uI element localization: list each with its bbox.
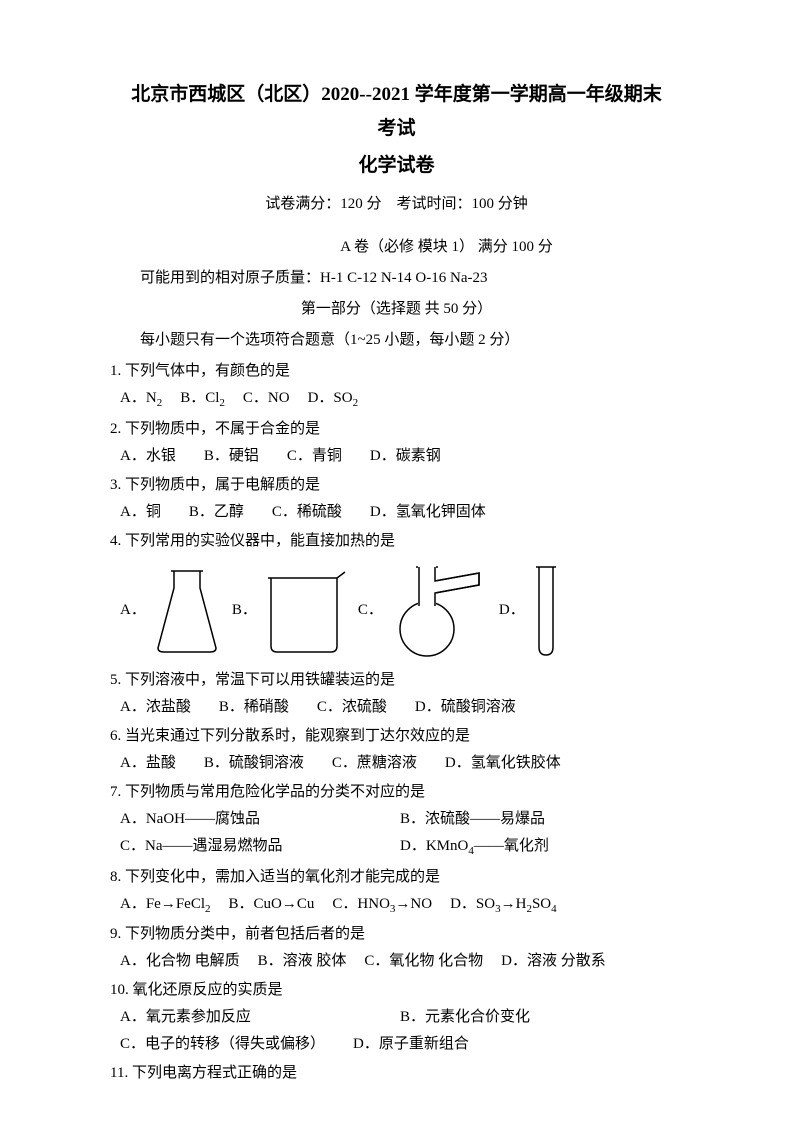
q8-options: A．Fe→FeCl2 B．CuO→Cu C．HNO3→NO D．SO3→H2SO…: [110, 891, 683, 920]
q8-opt-a: A．Fe→FeCl2: [120, 891, 211, 920]
page-title-line1: 北京市西城区（北区）2020--2021 学年度第一学期高一年级期末: [110, 80, 683, 110]
q6-stem: 6. 当光束通过下列分散系时，能观察到丁达尔效应的是: [110, 723, 683, 750]
page-title-line2: 考试: [110, 114, 683, 144]
exam-info: 试卷满分：120 分 考试时间：100 分钟: [110, 191, 683, 218]
q1-opt-a: A．N2: [120, 385, 162, 414]
q10-opt-b: B．元素化合价变化: [400, 1004, 530, 1031]
q8-stem: 8. 下列变化中，需加入适当的氧化剂才能完成的是: [110, 864, 683, 891]
q2-options: A．水银 B．硬铝 C．青铜 D．碳素钢: [110, 443, 683, 470]
q9-opt-c: C．氧化物 化合物: [364, 948, 483, 975]
q1-opt-c: C．NO: [243, 385, 290, 414]
q3-opt-d: D．氢氧化钾固体: [370, 499, 486, 526]
q7-opt-d: D．KMnO4——氧化剂: [400, 833, 549, 862]
atomic-mass: 可能用到的相对原子质量：H-1 C-12 N-14 O-16 Na-23: [110, 265, 683, 292]
q5-opt-c: C．浓硫酸: [317, 694, 387, 721]
q9-opt-b: B．溶液 胶体: [258, 948, 347, 975]
erlenmeyer-flask-icon: [152, 566, 222, 656]
q1-opt-b: B．Cl2: [180, 385, 225, 414]
q1-stem: 1. 下列气体中，有颜色的是: [110, 358, 683, 385]
q10-options: A．氧元素参加反应 B．元素化合价变化 C．电子的转移（得失或偏移） D．原子重…: [110, 1004, 683, 1058]
q3-options: A．铜 B．乙醇 C．稀硫酸 D．氢氧化钾固体: [110, 499, 683, 526]
q2-opt-b: B．硬铝: [204, 443, 259, 470]
q6-opt-b: B．硫酸铜溶液: [204, 750, 304, 777]
q5-stem: 5. 下列溶液中，常温下可以用铁罐装运的是: [110, 667, 683, 694]
section-a-label: A 卷（必修 模块 1） 满分 100 分: [110, 234, 683, 261]
q9-opt-d: D．溶液 分散系: [501, 948, 606, 975]
q5-opt-a: A．浓盐酸: [120, 694, 191, 721]
q3-opt-c: C．稀硫酸: [272, 499, 342, 526]
q2-stem: 2. 下列物质中，不属于合金的是: [110, 416, 683, 443]
q8-opt-c: C．HNO3→NO: [332, 891, 432, 920]
q9-opt-a: A．化合物 电解质: [120, 948, 240, 975]
q6-opt-d: D．氢氧化铁胶体: [445, 750, 561, 777]
q7-stem: 7. 下列物质与常用危险化学品的分类不对应的是: [110, 779, 683, 806]
q3-stem: 3. 下列物质中，属于电解质的是: [110, 472, 683, 499]
distilling-flask-icon: [389, 561, 489, 661]
q10-opt-d: D．原子重新组合: [353, 1031, 469, 1058]
q7-opt-a: A．NaOH——腐蚀品: [120, 806, 400, 833]
q4-opt-c: C．: [358, 561, 489, 661]
q2-opt-c: C．青铜: [287, 443, 342, 470]
q3-opt-b: B．乙醇: [189, 499, 244, 526]
q5-opt-d: D．硫酸铜溶液: [415, 694, 516, 721]
q5-options: A．浓盐酸 B．稀硝酸 C．浓硫酸 D．硫酸铜溶液: [110, 694, 683, 721]
q10-stem: 10. 氧化还原反应的实质是: [110, 977, 683, 1004]
q7-opt-c: C．Na——遇湿易燃物品: [120, 833, 400, 862]
q4-opt-b: B．: [232, 566, 348, 656]
q10-opt-a: A．氧元素参加反应: [120, 1004, 400, 1031]
test-tube-icon: [531, 561, 561, 661]
q6-opt-c: C．蔗糖溶液: [332, 750, 417, 777]
q5-opt-b: B．稀硝酸: [219, 694, 289, 721]
instruction: 每小题只有一个选项符合题意（1~25 小题，每小题 2 分）: [110, 327, 683, 354]
q9-options: A．化合物 电解质 B．溶液 胶体 C．氧化物 化合物 D．溶液 分散系: [110, 948, 683, 975]
q6-opt-a: A．盐酸: [120, 750, 176, 777]
q10-opt-c: C．电子的转移（得失或偏移）: [120, 1031, 325, 1058]
part-title: 第一部分（选择题 共 50 分）: [110, 296, 683, 323]
q4-stem: 4. 下列常用的实验仪器中，能直接加热的是: [110, 528, 683, 555]
beaker-icon: [263, 566, 348, 656]
q2-opt-d: D．碳素钢: [370, 443, 441, 470]
q2-opt-a: A．水银: [120, 443, 176, 470]
q6-options: A．盐酸 B．硫酸铜溶液 C．蔗糖溶液 D．氢氧化铁胶体: [110, 750, 683, 777]
q3-opt-a: A．铜: [120, 499, 161, 526]
q8-opt-b: B．CuO→Cu: [229, 891, 315, 920]
q7-opt-b: B．浓硫酸——易爆品: [400, 806, 545, 833]
q11-stem: 11. 下列电离方程式正确的是: [110, 1060, 683, 1087]
q8-opt-d: D．SO3→H2SO4: [450, 891, 557, 920]
q9-stem: 9. 下列物质分类中，前者包括后者的是: [110, 921, 683, 948]
q7-options: A．NaOH——腐蚀品 B．浓硫酸——易爆品 C．Na——遇湿易燃物品 D．KM…: [110, 806, 683, 862]
q4-options: A． B． C． D．: [110, 561, 683, 661]
q1-options: A．N2 B．Cl2 C．NO D．SO2: [110, 385, 683, 414]
q1-opt-d: D．SO2: [308, 385, 359, 414]
q4-opt-a: A．: [120, 566, 222, 656]
page-subtitle: 化学试卷: [110, 149, 683, 183]
q4-opt-d: D．: [499, 561, 561, 661]
